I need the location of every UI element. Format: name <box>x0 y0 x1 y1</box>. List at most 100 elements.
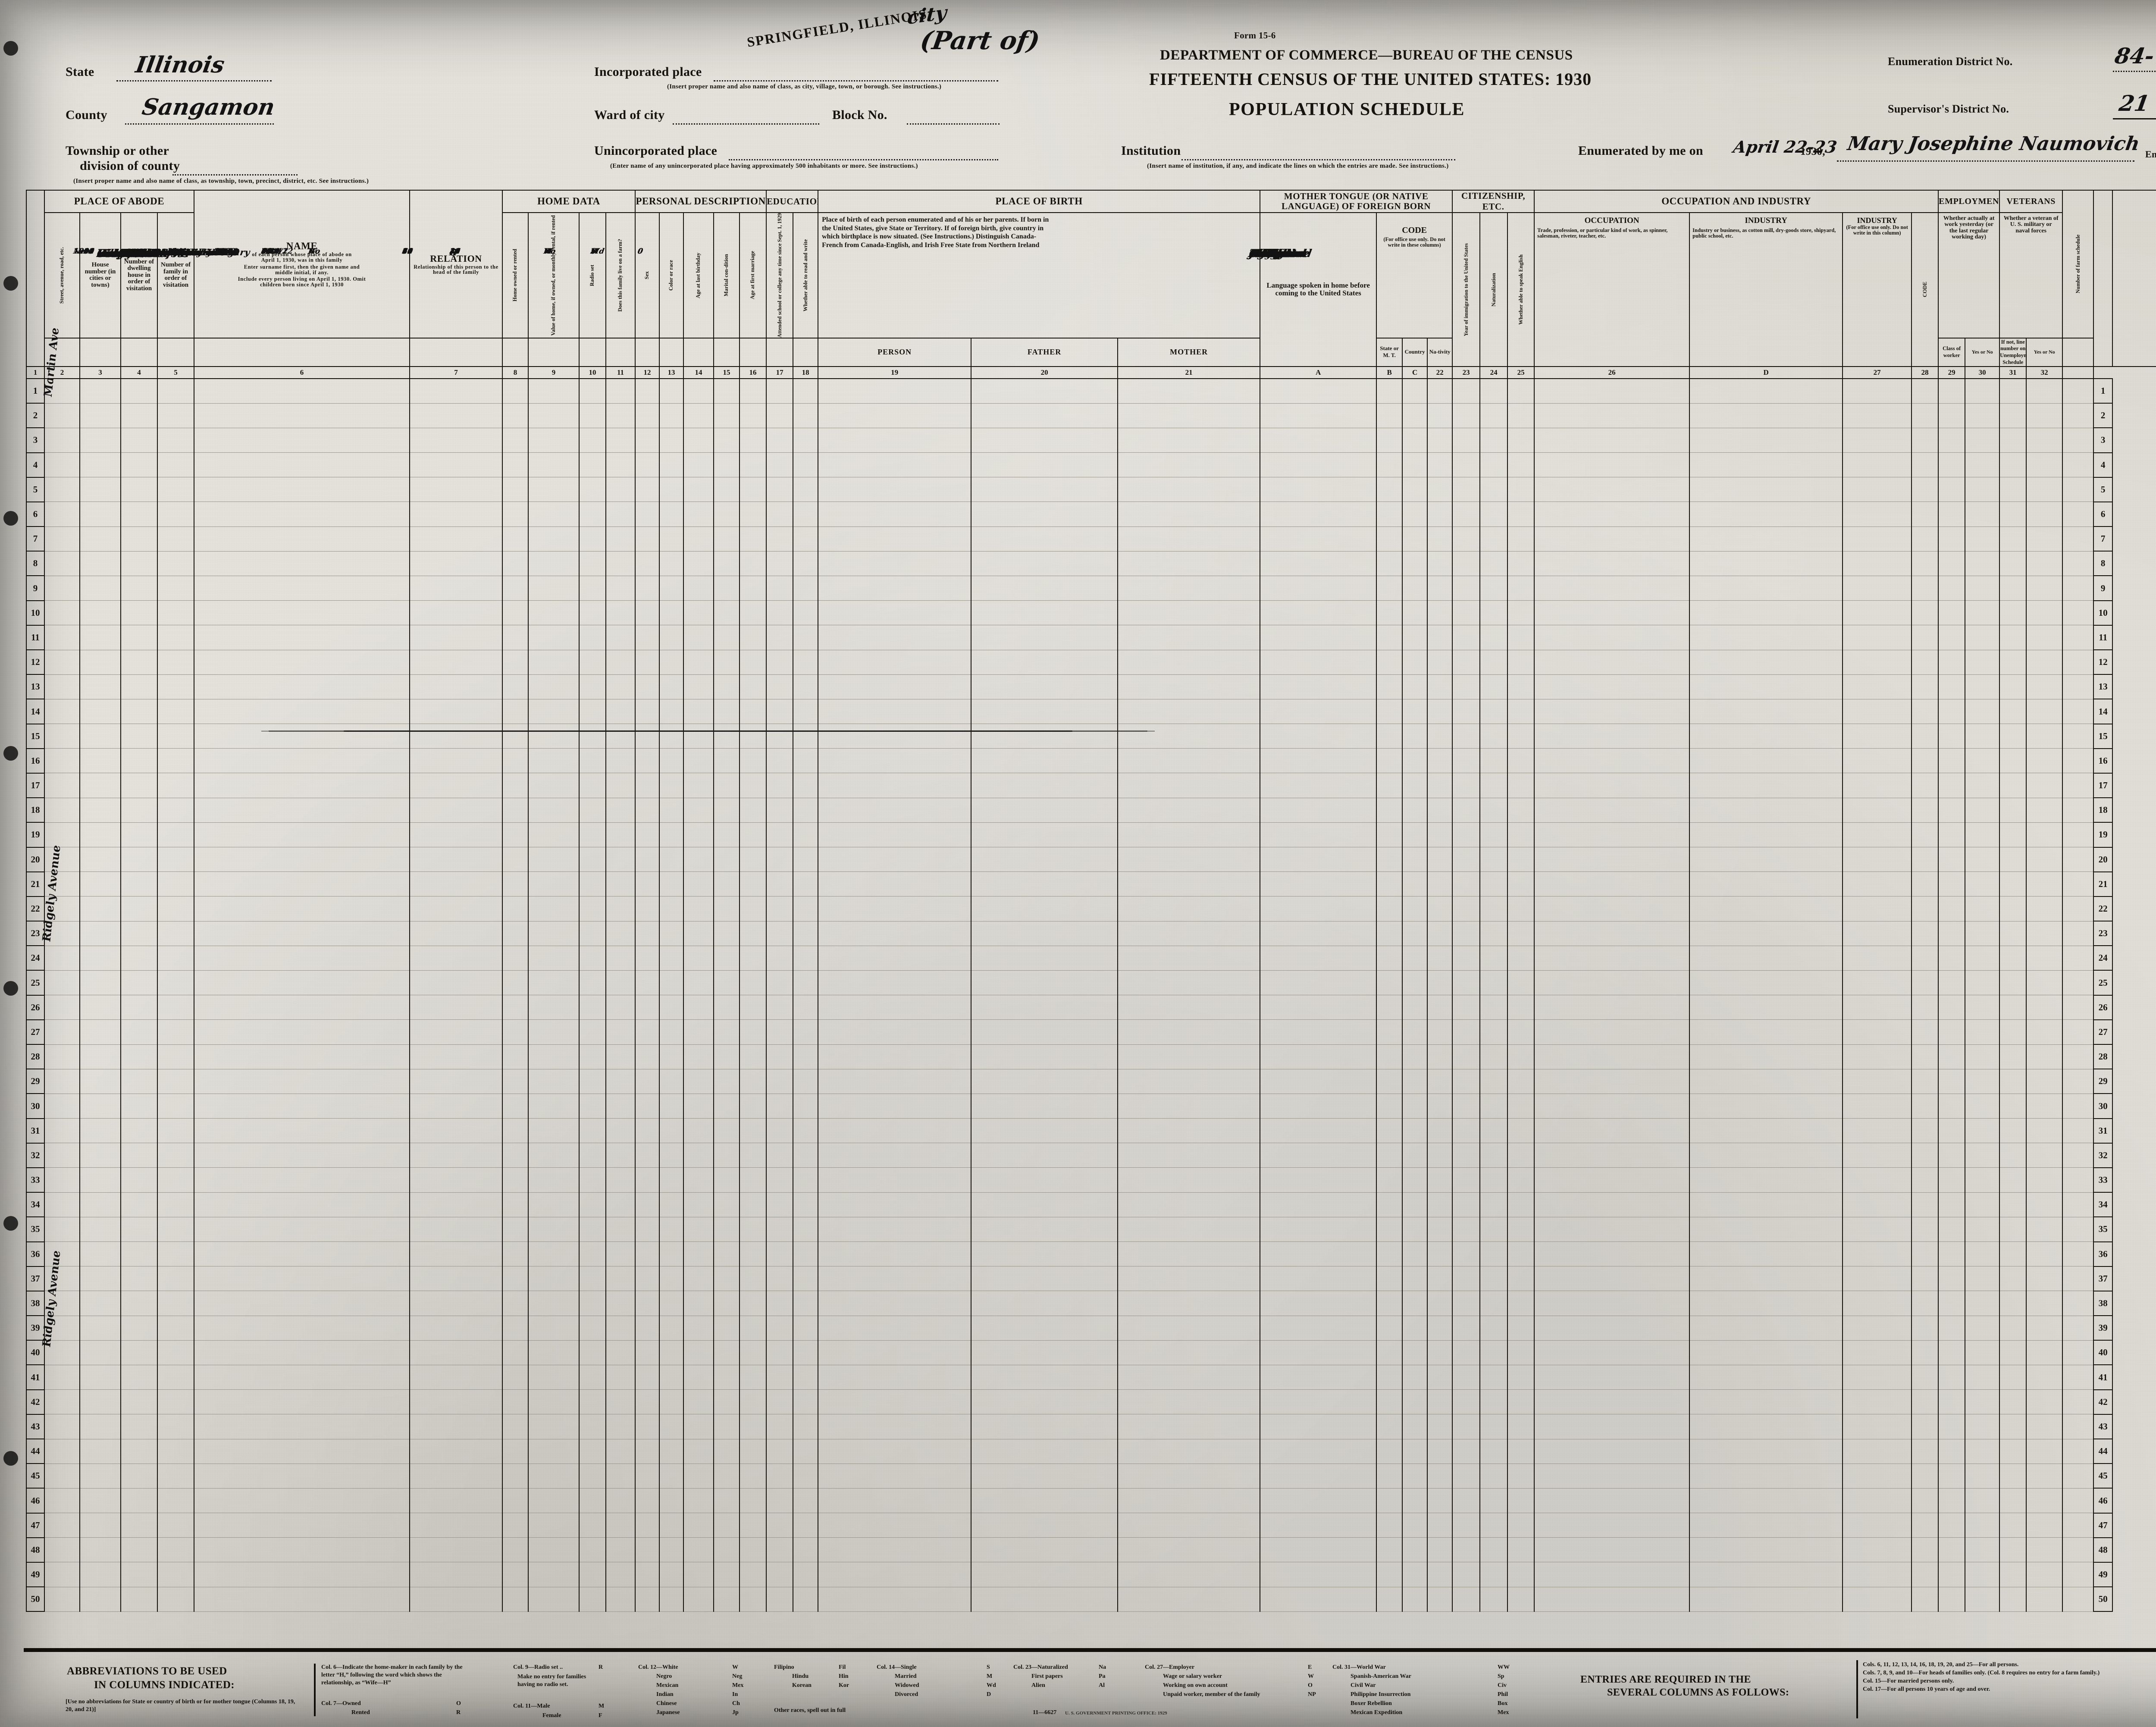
cell-veteran-yes-no[interactable] <box>1999 822 2027 848</box>
cell-race[interactable]: W <box>543 247 684 502</box>
cell-class-of-worker[interactable] <box>1911 575 1939 601</box>
table-row[interactable]: 39 Matilda Daughter V F W 14 S Yes Yes Oklahoma Lit… <box>26 247 2156 1341</box>
cell-street[interactable] <box>44 1586 80 1612</box>
cell-occupation-code[interactable] <box>1842 427 1912 453</box>
cell-home-owned-rented[interactable] <box>502 1586 529 1612</box>
cell-radio-set[interactable]: V <box>543 247 607 601</box>
cell-language-spoken[interactable] <box>1260 945 1377 971</box>
cell-speak-english[interactable]: Yes <box>261 247 1535 1514</box>
cell-home-value[interactable] <box>528 649 580 675</box>
cell-year-immigration[interactable] <box>1452 1266 1481 1291</box>
cell-occupation[interactable]: None <box>119 247 1690 601</box>
cell-speak-english[interactable]: Yes <box>261 247 1535 1069</box>
cell-street[interactable] <box>44 378 80 404</box>
cell-occupation[interactable]: None <box>119 247 1690 1612</box>
cell-speak-english[interactable]: Yes <box>261 247 1535 823</box>
cell-employment-yes-no[interactable] <box>1938 674 1966 699</box>
cell-read-write[interactable]: Yes <box>213 247 819 1020</box>
cell-farm-schedule[interactable] <box>2062 1364 2094 1390</box>
cell-sex[interactable]: F <box>543 247 660 1193</box>
cell-relation[interactable]: Head <box>119 247 503 1415</box>
cell-relation[interactable]: Head <box>119 247 503 1587</box>
cell-veteran-war[interactable] <box>2026 1340 2063 1365</box>
cell-house-number[interactable] <box>79 1143 121 1168</box>
cell-occupation[interactable]: None <box>119 247 1690 1069</box>
cell-speak-english[interactable]: Yes <box>261 247 1535 1365</box>
cell-lives-on-farm[interactable] <box>605 427 636 453</box>
cell-dwelling-number[interactable]: 405 <box>119 247 158 428</box>
cell-name[interactable]: Lena <box>194 247 1280 1291</box>
cell-employment-line-number[interactable] <box>1965 1340 2000 1365</box>
cell-occupation-code[interactable] <box>1842 1389 1912 1415</box>
cell-street[interactable] <box>44 1389 80 1415</box>
cell-year-immigration[interactable]: 1903 <box>72 247 1481 1538</box>
cell-read-write[interactable] <box>793 1167 819 1193</box>
cell-occupation-code[interactable] <box>1842 1315 1912 1341</box>
cell-home-owned-rented[interactable] <box>502 748 529 774</box>
cell-street[interactable] <box>44 452 80 478</box>
cell-dwelling-number[interactable] <box>120 1315 158 1341</box>
cell-birthplace-father[interactable]: Spain <box>166 247 1119 1242</box>
cell-house-number[interactable] <box>79 945 121 971</box>
cell-birthplace-person[interactable]: Spain <box>166 247 972 1538</box>
cell-relation[interactable]: Daughter <box>119 247 503 1316</box>
cell-age-first-marriage[interactable]: 21 <box>449 247 767 527</box>
cell-year-immigration[interactable] <box>1452 1044 1481 1069</box>
cell-code-state[interactable]: 61 <box>402 247 1403 601</box>
cell-farm-schedule[interactable] <box>2062 847 2094 872</box>
cell-year-immigration[interactable] <box>1452 452 1481 478</box>
cell-veteran-yes-no[interactable] <box>1999 1315 2027 1341</box>
cell-home-value[interactable] <box>528 378 580 404</box>
cell-occupation-code[interactable] <box>1842 896 1912 921</box>
cell-marital-condition[interactable]: S <box>590 247 740 1119</box>
cell-employment-line-number[interactable] <box>1965 1364 2000 1390</box>
cell-employment-yes-no[interactable]: No <box>213 247 1966 650</box>
cell-class-of-worker[interactable] <box>1911 1143 1939 1168</box>
cell-birthplace-father[interactable]: Lithuania <box>166 247 1119 1316</box>
cell-race[interactable]: W <box>543 247 684 1415</box>
cell-year-immigration[interactable] <box>1452 575 1481 601</box>
cell-birthplace-father[interactable]: Italy <box>166 247 1119 626</box>
cell-speak-english[interactable]: Yes <box>261 247 1535 1316</box>
cell-sex[interactable]: F <box>543 247 660 1267</box>
cell-home-value[interactable]: 35.50 <box>213 247 580 1538</box>
cell-industry[interactable]: Coal mine <box>119 247 1843 1587</box>
cell-class-of-worker[interactable] <box>1911 1586 1939 1612</box>
cell-code-country[interactable]: 30 <box>402 247 1428 1390</box>
cell-language-spoken[interactable]: Polish <box>166 247 1377 1415</box>
cell-birthplace-father[interactable]: Italy <box>166 247 1119 1045</box>
cell-occupation-code[interactable] <box>1842 501 1912 527</box>
cell-birthplace-person[interactable]: Illinois <box>166 247 972 404</box>
cell-dwelling-number[interactable] <box>120 847 158 872</box>
cell-code-country[interactable]: 29 <box>402 247 1428 1168</box>
cell-industry[interactable] <box>1689 575 1843 601</box>
cell-naturalization[interactable] <box>1479 1315 1508 1341</box>
cell-birthplace-mother[interactable]: Italy <box>166 247 1261 872</box>
cell-marital-condition[interactable]: M <box>590 247 740 1020</box>
cell-birthplace-father[interactable]: Russia <box>166 247 1119 453</box>
cell-attended-school[interactable]: No <box>213 247 794 1415</box>
cell-birthplace-person[interactable]: Italy <box>166 247 972 527</box>
cell-dwelling-number[interactable]: 414 <box>119 247 158 1538</box>
cell-code-nativity[interactable]: 0 <box>637 247 1453 1020</box>
cell-read-write[interactable] <box>793 847 819 872</box>
cell-year-immigration[interactable] <box>1452 1315 1481 1341</box>
cell-birthplace-mother[interactable]: Italy <box>166 247 1261 576</box>
cell-radio-set[interactable]: V <box>543 247 607 1144</box>
cell-code-country[interactable]: 29 <box>402 247 1428 872</box>
cell-street[interactable] <box>44 945 80 971</box>
cell-farm-schedule[interactable] <box>2062 575 2094 601</box>
table-row[interactable]: 16 Mary Wife-H V F W 30 M 16 No Yes Italy Italy Italy… <box>26 247 2156 774</box>
cell-employment-yes-no[interactable] <box>1938 378 1966 404</box>
cell-naturalization[interactable]: Al Na <box>166 247 1508 1587</box>
cell-lives-on-farm[interactable] <box>605 1315 636 1341</box>
cell-birthplace-person[interactable]: Illinois <box>166 247 972 576</box>
cell-age-first-marriage[interactable] <box>739 970 767 996</box>
cell-sex[interactable]: F <box>543 247 660 527</box>
cell-code-nativity[interactable] <box>1427 1488 1453 1514</box>
cell-marital-condition[interactable]: M <box>590 247 740 1538</box>
cell-year-immigration[interactable] <box>1452 1291 1481 1316</box>
cell-farm-schedule[interactable] <box>2062 501 2094 527</box>
cell-radio-set[interactable]: R <box>543 247 607 502</box>
cell-veteran-war[interactable] <box>2026 945 2063 971</box>
